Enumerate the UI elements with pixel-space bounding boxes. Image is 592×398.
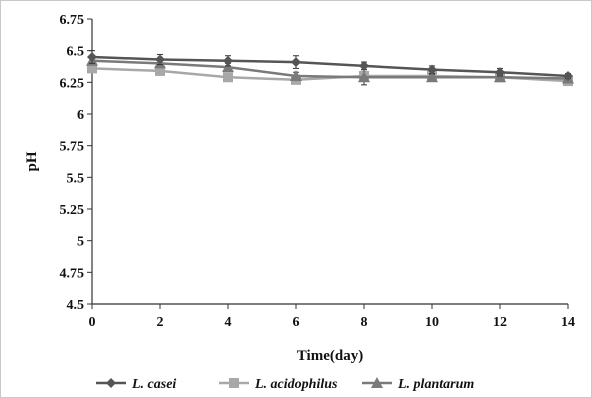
- y-tick-label: 5.75: [60, 140, 85, 155]
- data-point: [563, 71, 573, 81]
- x-tick-label: 0: [89, 315, 96, 330]
- x-tick-label: 2: [157, 315, 164, 330]
- x-tick-label: 6: [293, 315, 300, 330]
- x-tick-label: 8: [361, 315, 368, 330]
- data-point: [358, 71, 370, 83]
- series-layer: [86, 50, 574, 87]
- data-point: [495, 67, 505, 78]
- y-tick-label: 6.5: [67, 45, 85, 60]
- data-point: [290, 70, 302, 81]
- data-point: [359, 60, 369, 71]
- y-tick-label: 5: [77, 235, 84, 250]
- data-point: [222, 61, 234, 73]
- data-point: [155, 54, 165, 65]
- data-point: [223, 55, 233, 66]
- x-tick-label: 12: [493, 315, 507, 330]
- y-tick-label: 5.5: [67, 171, 85, 186]
- data-point: [87, 63, 97, 74]
- x-tick-label: 10: [425, 315, 439, 330]
- x-axis-title: Time(day): [297, 348, 363, 364]
- series-line: [91, 55, 569, 78]
- legend-label: L. acidophilus: [254, 377, 338, 392]
- y-tick-label: 6: [77, 108, 84, 123]
- y-tick-label: 5.25: [60, 203, 85, 218]
- y-axis-title: pH: [24, 151, 40, 171]
- data-point: [427, 64, 437, 75]
- y-tick-label: 4.5: [67, 298, 85, 313]
- series-l-casei: [87, 50, 573, 81]
- legend-marker: [229, 378, 239, 388]
- data-point: [87, 52, 97, 62]
- x-tick-label: 14: [561, 315, 575, 330]
- x-tick-label: 4: [225, 315, 232, 330]
- legend-marker: [371, 377, 383, 388]
- legend: L. casei L. acidophilus L. plantarum: [96, 377, 474, 392]
- legend-marker: [106, 378, 116, 388]
- legend-item: L. plantarum: [362, 377, 474, 392]
- axes: 4.5 4.75 5 5.25 5.5 5.75 6 6.25 6.5 6.75 0 2 4 6 8 10 12…: [60, 13, 576, 330]
- data-point: [223, 72, 233, 83]
- legend-item: L. acidophilus: [219, 377, 338, 392]
- legend-label: L. plantarum: [397, 377, 474, 392]
- data-point: [155, 65, 165, 76]
- data-point: [426, 71, 438, 83]
- y-tick-label: 6.75: [60, 13, 85, 28]
- legend-item: L. casei: [96, 377, 176, 392]
- y-tick-label: 4.75: [60, 266, 85, 281]
- data-point: [291, 57, 301, 68]
- y-tick-label: 6.25: [60, 76, 85, 91]
- legend-label: L. casei: [131, 377, 176, 392]
- series-line: [91, 59, 569, 80]
